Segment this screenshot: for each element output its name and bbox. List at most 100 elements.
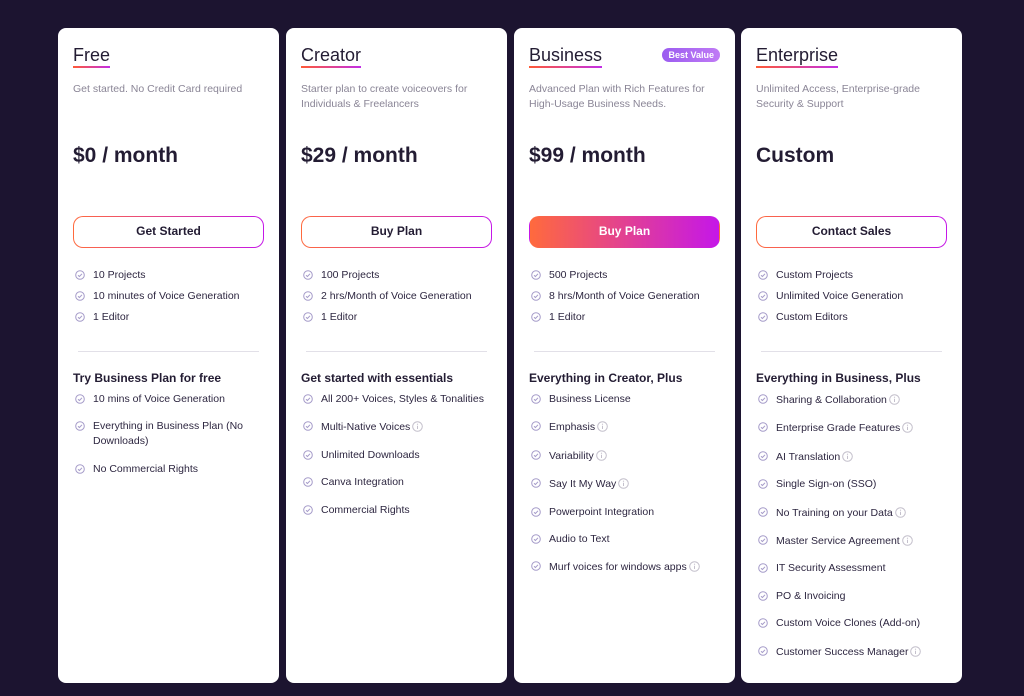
divider [306,351,487,352]
section-item: Say It My Way [529,476,720,492]
section-item: Master Service Agreement [756,533,947,549]
check-icon [531,394,541,404]
section-list: Business License Emphasis Variability Say I… [529,392,720,575]
feature-list: Custom Projects Unlimited Voice Generatio… [756,268,947,325]
plan-card: Business Best Value Advanced Plan with Ric… [514,28,735,683]
section-item-text: Sharing & Collaboration [776,392,908,408]
section-item-text: Variability [549,448,615,464]
section-item-text: Single Sign-on (SSO) [776,477,876,492]
info-icon[interactable] [842,450,854,462]
feature-list: 10 Projects 10 minutes of Voice Generatio… [73,268,264,325]
info-icon[interactable] [688,561,700,573]
section-item-text: All 200+ Voices, Styles & Tonalities [321,392,484,407]
check-icon [303,449,313,460]
feature-list: 100 Projects 2 hrs/Month of Voice Generat… [301,268,492,325]
info-icon[interactable] [889,394,900,405]
feature-item: 1 Editor [301,310,492,325]
section-item-text: Murf voices for windows apps [549,559,708,575]
section-item: PO & Invoicing [756,589,947,604]
check-icon [303,270,313,280]
section-item: IT Security Assessment [756,561,947,576]
info-icon[interactable] [910,645,922,657]
info-icon[interactable] [595,449,607,461]
check-icon [758,563,768,574]
plan-button[interactable]: Get Started [73,216,264,248]
section-item: Audio to Text [529,532,720,547]
item-text: Everything in Business Plan (No Download… [93,420,243,448]
check-icon [758,312,768,322]
feature-item: 10 minutes of Voice Generation [73,289,264,304]
section-item-text: Say It My Way [549,476,637,492]
item-text: Enterprise Grade Features [776,422,901,435]
divider [534,351,715,352]
info-icon[interactable] [597,421,608,433]
plan-name: Creator [301,44,362,68]
check-icon [75,394,85,404]
info-icon[interactable] [412,421,424,433]
plan-button[interactable]: Contact Sales [756,216,947,248]
check-icon [75,463,85,474]
item-text: Sharing & Collaboration [776,394,887,406]
section-item-text: No Training on your Data [776,505,914,521]
check-icon [531,421,541,432]
check-icon [75,312,85,322]
check-icon [75,421,85,432]
check-icon [758,506,768,517]
section-item: Business License [529,392,720,407]
feature-text: 500 Projects [549,269,608,281]
divider [761,351,942,352]
item-text: All 200+ Voices, Styles & Tonalities [321,393,484,405]
info-icon[interactable] [901,535,913,546]
section-item: All 200+ Voices, Styles & Tonalities [301,392,492,407]
check-icon [303,312,313,322]
check-icon [758,590,768,601]
info-icon[interactable] [894,506,906,518]
plan-description: Advanced Plan with Rich Features for Hig… [529,83,705,110]
check-icon [303,477,313,487]
check-icon [758,291,768,301]
section-list: All 200+ Voices, Styles & Tonalities Mult… [301,392,492,518]
section-item: Single Sign-on (SSO) [756,477,947,492]
section-item-text: Master Service Agreement [776,533,921,549]
item-text: Powerpoint Integration [549,505,655,518]
plan-description: Get started. No Credit Card required [73,83,243,95]
section-item: Sharing & Collaboration [756,392,947,408]
info-icon[interactable] [618,478,630,489]
check-icon [758,479,768,489]
section-item-text: AI Translation [776,449,861,465]
check-icon [531,312,541,322]
section-item-text: Unlimited Downloads [321,448,420,463]
section-title: Everything in Business, Plus [756,371,921,385]
item-text: Unlimited Downloads [321,448,420,461]
best-value-badge: Best Value [662,48,720,62]
info-icon[interactable] [902,422,914,434]
section-item-text: Emphasis [549,419,616,435]
item-text: Customer Success Manager [776,645,909,658]
item-text: Custom Voice Clones (Add-on) [776,617,921,630]
plan-card: Free Get started. No Credit Card required… [58,28,279,683]
section-item-text: IT Security Assessment [776,561,886,576]
plan-description: Starter plan to create voiceovers for In… [301,83,468,110]
item-text: Commercial Rights [321,503,410,516]
section-list: Sharing & Collaboration Enterprise Grade … [756,392,947,660]
section-item-text: No Commercial Rights [93,462,198,477]
item-text: Say It My Way [549,478,617,491]
section-item: AI Translation [756,449,947,465]
section-item: Customer Success Manager [756,644,947,660]
section-title: Get started with essentials [301,371,454,385]
feature-text: 1 Editor [549,311,586,323]
section-item-text: Commercial Rights [321,503,410,518]
plan-button[interactable]: Buy Plan [301,216,492,248]
plan-button[interactable]: Buy Plan [529,216,720,248]
section-item: Powerpoint Integration [529,505,720,520]
section-list: 10 mins of Voice Generation Everything in… [73,392,264,477]
plan-price: $99 / month [529,144,646,167]
plan-name: Enterprise [756,44,839,68]
item-text: Business License [549,393,631,405]
plan-name: Business [529,44,603,68]
section-item-text: Everything in Business Plan (No Download… [93,419,264,449]
item-text: 10 mins of Voice Generation [93,393,225,405]
plan-card: Enterprise Unlimited Access, Enterprise-g… [741,28,962,683]
section-item: No Training on your Data [756,505,947,521]
